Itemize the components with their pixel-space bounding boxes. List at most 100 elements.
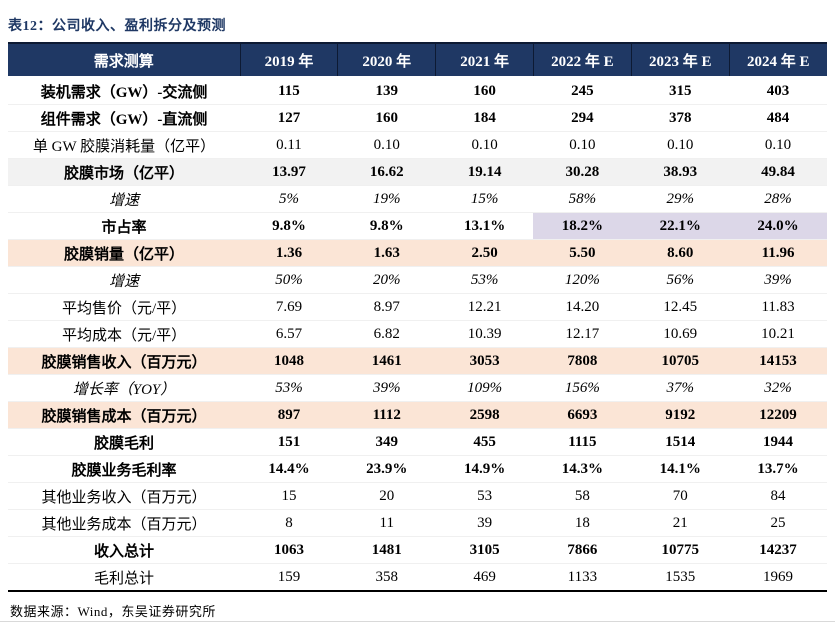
row-label: 胶膜销量（亿平） (8, 239, 241, 267)
table-row: 增速 50% 20% 53% 120% 56% 39% (8, 266, 827, 294)
cell-value: 897 (240, 401, 338, 429)
forecast-table: 需求测算 2019 年 2020 年 2021 年 2022 年 E 2023 年 E 20… (8, 42, 827, 592)
table-row: 其他业务成本（百万元） 8 11 39 18 21 25 (8, 509, 827, 537)
header-cell-year: 2021 年 (435, 42, 534, 78)
cell-value: 403 (729, 77, 827, 105)
cell-value: 3105 (435, 536, 534, 564)
cell-value: 1133 (567, 568, 598, 585)
header-cell-year: 2022 年 E (533, 42, 632, 78)
cell-value: 8.60 (631, 239, 730, 267)
cell-value: 9.8% (240, 212, 338, 240)
cell-value: 70 (631, 482, 730, 510)
cell-value: 10705 (631, 347, 730, 375)
cell-value: 10775 (631, 536, 730, 564)
cell-value: 7.69 (240, 293, 338, 321)
cell-value: 20 (337, 482, 436, 510)
cell-value: 3053 (435, 347, 534, 375)
cell-value: 53% (435, 266, 534, 294)
cell-value: 1969 (763, 568, 794, 585)
cell-value: 49.84 (729, 158, 827, 186)
cell-value: 294 (533, 104, 632, 132)
cell-value: 84 (729, 482, 827, 510)
row-label: 装机需求（GW）-交流侧 (8, 77, 241, 105)
cell-value: 9192 (631, 401, 730, 429)
cell-value: 1.36 (240, 239, 338, 267)
cell-value: 18 (533, 509, 632, 537)
cell-value: 1514 (631, 428, 730, 456)
row-label: 增速 (8, 266, 241, 294)
table-row: 胶膜业务毛利率 14.4% 23.9% 14.9% 14.3% 14.1% 13.7% (8, 455, 827, 483)
cell-value: 18.2% (533, 212, 632, 240)
cell-value: 30.28 (533, 158, 632, 186)
cell-value: 2.50 (435, 239, 534, 267)
cell-value: 115 (240, 77, 338, 105)
cell-value: 1461 (337, 347, 436, 375)
header-cell-year: 2023 年 E (631, 42, 730, 78)
cell-value: 6.57 (240, 320, 338, 348)
cell-value: 358 (375, 568, 399, 585)
cell-value: 28% (729, 185, 827, 213)
cell-value: 56% (631, 266, 730, 294)
cell-value: 245 (533, 77, 632, 105)
cell-value: 53% (240, 374, 338, 402)
cell-value: 58% (533, 185, 632, 213)
row-label: 平均成本（元/平） (8, 320, 241, 348)
cell-value: 39% (729, 266, 827, 294)
cell-value: 38.93 (631, 158, 730, 186)
cell-value: 12.17 (533, 320, 632, 348)
cell-value: 12209 (729, 401, 827, 429)
row-label: 市占率 (8, 212, 241, 240)
row-label: 收入总计 (8, 536, 241, 564)
cell-value: 1048 (240, 347, 338, 375)
cell-value: 156% (533, 374, 632, 402)
cell-value: 25 (729, 509, 827, 537)
cell-value: 13.97 (240, 158, 338, 186)
cell-value: 349 (337, 428, 436, 456)
cell-value: 14.1% (631, 455, 730, 483)
row-label: 其他业务成本（百万元） (8, 509, 241, 537)
cell-value: 14237 (729, 536, 827, 564)
table-row: 装机需求（GW）-交流侧 115 139 160 245 315 403 (8, 77, 827, 105)
cell-value: 14.20 (533, 293, 632, 321)
cell-value: 58 (533, 482, 632, 510)
cell-value: 14153 (729, 347, 827, 375)
cell-value: 7808 (533, 347, 632, 375)
row-label: 胶膜市场（亿平） (8, 158, 241, 186)
table-row: 胶膜市场（亿平） 13.97 16.62 19.14 30.28 38.93 49.84 (8, 158, 827, 186)
cell-value: 50% (240, 266, 338, 294)
header-cell-year: 2024 年 E (729, 42, 827, 78)
table-row: 胶膜销售收入（百万元） 1048 1461 3053 7808 10705 14153 (8, 347, 827, 375)
cell-value: 0.11 (240, 131, 338, 159)
cell-value: 0.10 (729, 131, 827, 159)
cell-value: 484 (729, 104, 827, 132)
cell-value: 14.4% (240, 455, 338, 483)
cell-value: 13.7% (729, 455, 827, 483)
cell-value: 0.10 (533, 131, 632, 159)
cell-value: 0.10 (435, 131, 534, 159)
cell-value: 20% (337, 266, 436, 294)
cell-value: 24.0% (729, 212, 827, 240)
cell-value: 10.21 (729, 320, 827, 348)
cell-value: 1112 (337, 401, 436, 429)
row-label: 其他业务收入（百万元） (8, 482, 241, 510)
table-row: 胶膜毛利 151 349 455 1115 1514 1944 (8, 428, 827, 456)
table-row: 组件需求（GW）-直流侧 127 160 184 294 378 484 (8, 104, 827, 132)
cell-value: 13.1% (435, 212, 534, 240)
cell-value: 2598 (435, 401, 534, 429)
table-row: 增长率（YOY） 53% 39% 109% 156% 37% 32% (8, 374, 827, 402)
header-cell-year: 2019 年 (240, 42, 339, 78)
cell-value: 12.21 (435, 293, 534, 321)
cell-value: 39 (435, 509, 534, 537)
cell-value: 5% (240, 185, 338, 213)
table-row: 市占率 9.8% 9.8% 13.1% 18.2% 22.1% 24.0% (8, 212, 827, 240)
row-label: 胶膜销售收入（百万元） (8, 347, 241, 375)
cell-value: 315 (631, 77, 730, 105)
cell-value: 10.69 (631, 320, 730, 348)
cell-value: 378 (631, 104, 730, 132)
table-row: 胶膜销量（亿平） 1.36 1.63 2.50 5.50 8.60 11.96 (8, 239, 827, 267)
cell-value: 19% (337, 185, 436, 213)
header-cell-measure: 需求测算 (8, 42, 241, 78)
cell-value: 455 (435, 428, 534, 456)
cell-value: 9.8% (337, 212, 436, 240)
cell-value: 1.63 (337, 239, 436, 267)
